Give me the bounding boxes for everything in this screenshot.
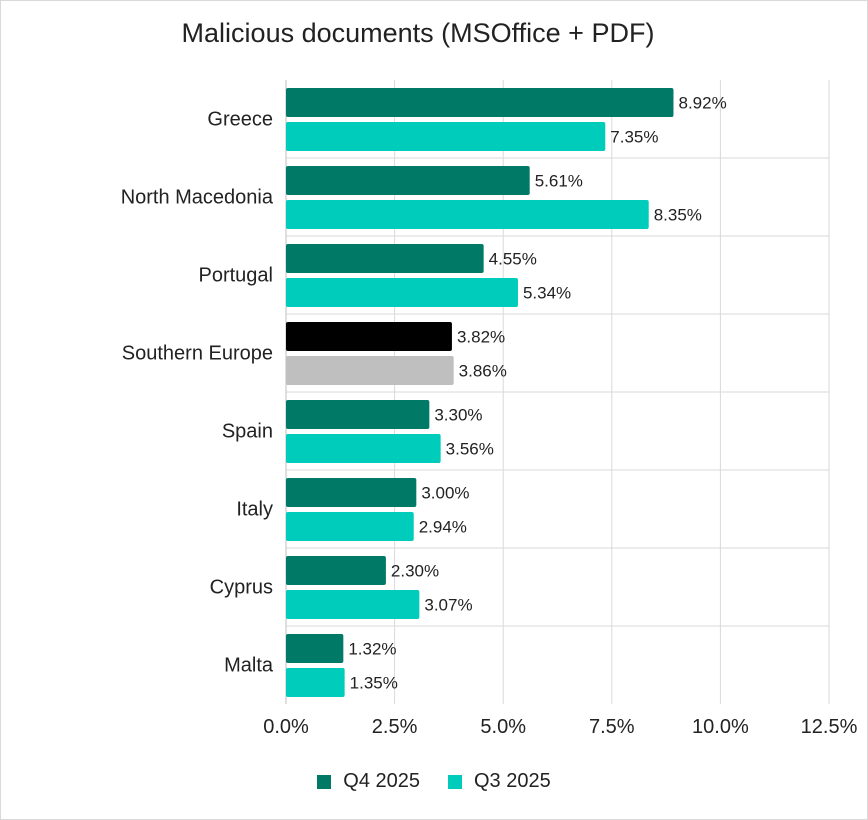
category-label: Greece [207,109,273,131]
bar-q4 [286,88,674,117]
bar-q3 [286,200,649,229]
bar-q3 [286,590,420,619]
bar-q3 [286,356,454,385]
bar-q3 [286,278,518,307]
data-label: 3.82% [457,328,505,347]
data-label: 4.55% [489,250,537,269]
bar-q4 [286,166,530,195]
legend-item-q4: Q4 2025 [317,770,420,793]
data-label: 1.32% [348,640,396,659]
data-label: 1.35% [350,674,398,693]
data-label: 3.07% [424,596,472,615]
bar-q3 [286,122,606,151]
data-label: 2.94% [419,518,467,537]
data-label: 3.56% [446,440,494,459]
data-label: 8.92% [678,94,726,113]
category-label: Italy [236,499,273,521]
bar-q4 [286,244,484,273]
bar-q4 [286,400,430,429]
bar-q4 [286,556,386,585]
legend-swatch-q3 [448,774,462,789]
bar-q3 [286,512,414,541]
data-label: 5.61% [535,172,583,191]
data-label: 8.35% [654,206,702,225]
category-label: Portugal [199,265,274,287]
x-tick-label: 10.0% [692,716,749,738]
data-label: 3.00% [421,484,469,503]
legend: Q4 2025 Q3 2025 [0,770,868,793]
data-label: 2.30% [391,562,439,581]
category-label: Malta [224,655,274,677]
bar-q4 [286,478,417,507]
x-tick-label: 7.5% [589,716,635,738]
legend-swatch-q4 [317,774,332,789]
data-label: 3.30% [434,406,482,425]
bar-q4 [286,322,452,351]
data-label: 3.86% [459,362,507,381]
legend-label-q4: Q4 2025 [343,770,420,792]
legend-item-q3: Q3 2025 [448,770,551,793]
legend-label-q3: Q3 2025 [474,770,551,792]
category-label: Cyprus [210,577,273,599]
bar-q4 [286,634,344,663]
x-tick-label: 0.0% [263,716,309,738]
category-label: Spain [222,421,273,443]
category-label: Southern Europe [122,343,273,365]
data-label: 5.34% [523,284,571,303]
chart-title: Malicious documents (MSOffice + PDF) [181,18,655,48]
category-label: North Macedonia [121,187,274,209]
x-tick-label: 5.0% [480,716,526,738]
bar-q3 [286,668,345,697]
data-label: 7.35% [610,128,658,147]
bar-q3 [286,434,441,463]
x-tick-label: 2.5% [372,716,418,738]
x-tick-label: 12.5% [801,716,858,738]
